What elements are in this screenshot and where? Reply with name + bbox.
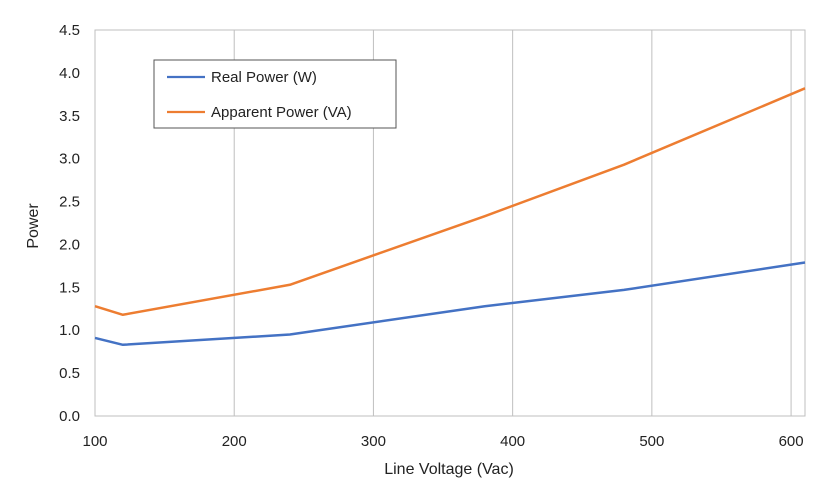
y-tick-label: 2.5 bbox=[59, 194, 80, 211]
y-tick-label: 4.5 bbox=[59, 22, 80, 39]
y-tick-label: 1.0 bbox=[59, 322, 80, 339]
x-tick-label: 200 bbox=[222, 433, 247, 450]
x-tick-label: 300 bbox=[361, 433, 386, 450]
legend-label-real-power: Real Power (W) bbox=[211, 69, 317, 86]
legend-label-apparent-power: Apparent Power (VA) bbox=[211, 104, 352, 121]
x-tick-label: 500 bbox=[639, 433, 664, 450]
y-tick-label: 1.5 bbox=[59, 279, 80, 296]
series-line-apparent-power bbox=[94, 87, 806, 317]
x-tick-label: 100 bbox=[82, 433, 107, 450]
series-group bbox=[94, 87, 806, 347]
y-tick-label: 3.5 bbox=[59, 108, 80, 125]
y-tick-label: 0.5 bbox=[59, 365, 80, 382]
y-axis-title: Power bbox=[25, 203, 42, 249]
y-axis-ticks: 0.0 0.5 1.0 1.5 2.0 2.5 3.0 3.5 4.0 4.5 bbox=[59, 22, 80, 425]
series-line-real-power bbox=[94, 261, 806, 347]
x-tick-label: 400 bbox=[500, 433, 525, 450]
x-axis-title: Line Voltage (Vac) bbox=[384, 461, 514, 478]
y-tick-label: 0.0 bbox=[59, 408, 80, 425]
x-tick-label: 600 bbox=[779, 433, 804, 450]
y-tick-label: 2.0 bbox=[59, 236, 80, 253]
x-axis-ticks: 100 200 300 400 500 600 bbox=[82, 433, 803, 450]
legend: Real Power (W) Apparent Power (VA) bbox=[153, 59, 397, 129]
legend-box bbox=[153, 59, 397, 129]
y-tick-label: 4.0 bbox=[59, 65, 80, 82]
plot-frame bbox=[94, 29, 806, 417]
y-tick-label: 3.0 bbox=[59, 151, 80, 168]
